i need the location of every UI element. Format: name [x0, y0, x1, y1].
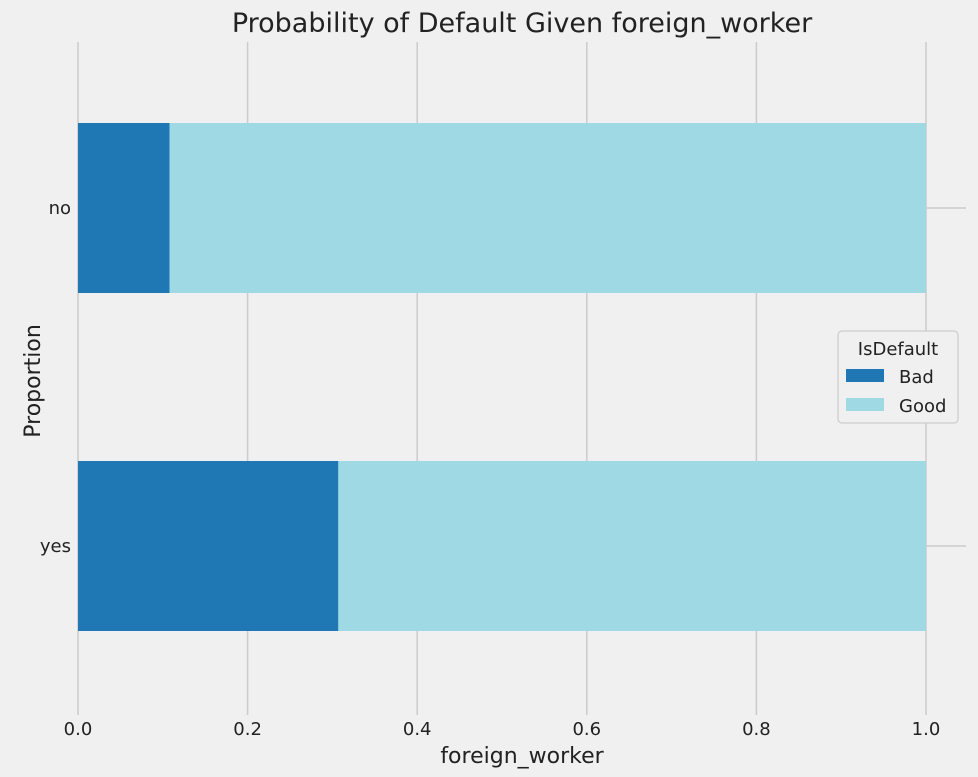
x-tick-label: 0.8 [742, 719, 771, 740]
y-tick-label: yes [40, 536, 71, 557]
legend-title: IsDefault [858, 339, 938, 360]
tick-labels: 0.0 0.2 0.4 0.6 0.8 1.0 no yes [40, 198, 940, 740]
legend-swatch-good [846, 398, 884, 411]
y-tick-label: no [49, 198, 71, 219]
bar-good-no [169, 123, 927, 293]
bar-good-yes [338, 461, 926, 631]
bar-bad-no [78, 123, 170, 293]
x-axis-label: foreign_worker [440, 744, 604, 769]
legend: IsDefault Bad Good [837, 330, 959, 424]
chart-title: Probability of Default Given foreign_wor… [232, 8, 813, 39]
bars [78, 123, 927, 631]
x-tick-label: 0.0 [64, 719, 93, 740]
x-tick-label: 1.0 [912, 719, 941, 740]
x-tick-label: 0.2 [233, 719, 262, 740]
legend-swatch-bad [846, 369, 884, 382]
legend-label-good: Good [899, 396, 946, 417]
legend-label-bad: Bad [899, 367, 934, 388]
y-axis-label: Proportion [21, 324, 46, 438]
x-tick-label: 0.6 [572, 719, 601, 740]
bar-bad-yes [78, 461, 339, 631]
x-tick-label: 0.4 [403, 719, 432, 740]
